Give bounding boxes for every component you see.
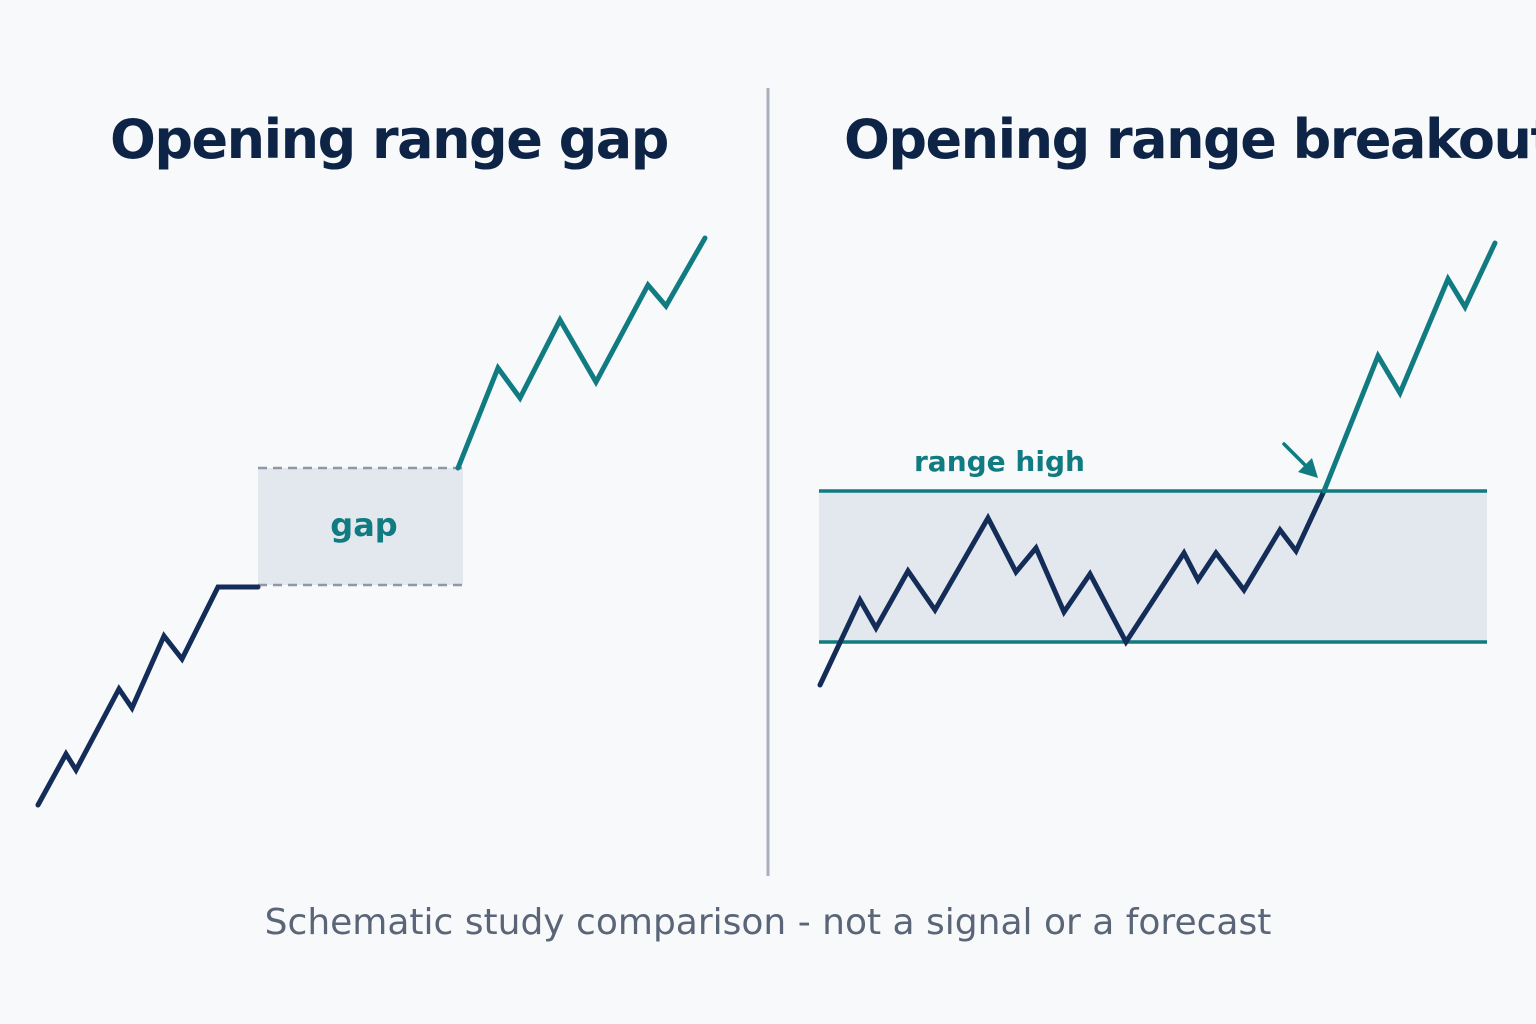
gap-panel: gap	[35, 235, 708, 808]
disclaimer-caption: Schematic study comparison - not a signa…	[264, 902, 1272, 943]
breakout-panel: range high	[817, 240, 1498, 688]
in-range-price-path	[817, 488, 1327, 688]
gap-panel-title: Opening range gap	[110, 108, 669, 171]
gap-label: gap	[330, 506, 397, 544]
pre-gap-price-path	[35, 584, 261, 808]
arrow-down-right-icon	[1282, 442, 1318, 478]
breakout-panel-title: Opening range breakout	[844, 108, 1536, 171]
range-high-label: range high	[914, 445, 1085, 478]
breakout-price-path	[1321, 240, 1498, 494]
opening-range-zone	[819, 491, 1487, 642]
gap-zone	[258, 468, 463, 585]
post-gap-price-path	[455, 235, 708, 471]
